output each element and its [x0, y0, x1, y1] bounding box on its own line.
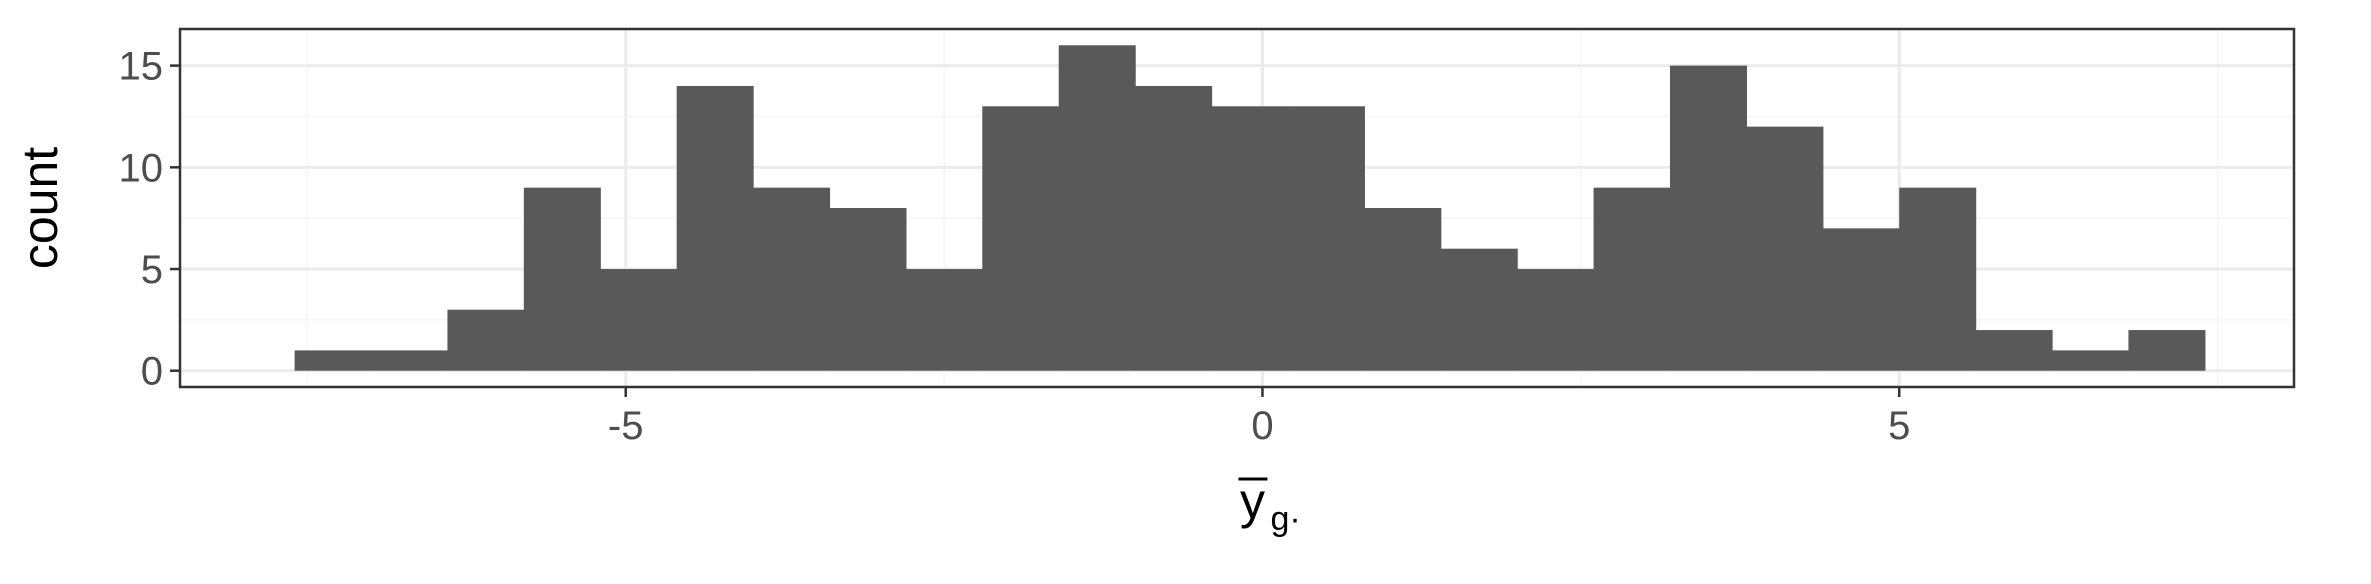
histogram-bar [1593, 187, 1671, 371]
panel-border [178, 27, 2296, 389]
axis-ticks [170, 64, 1901, 397]
x-axis-title: y g· [1238, 473, 1301, 538]
histogram-bar [829, 208, 907, 371]
histogram-bar [1287, 106, 1365, 371]
histogram-bar [1440, 248, 1518, 371]
x-tick-label: 0 [1251, 404, 1273, 448]
histogram-bar [1364, 208, 1442, 371]
histogram-bar [1822, 228, 1900, 371]
histogram-bar [1669, 65, 1747, 371]
histogram-bar [1899, 187, 1977, 371]
y-tick-label: 15 [119, 45, 164, 89]
histogram-bar [523, 187, 601, 371]
y-tick-label: 10 [119, 146, 164, 190]
histogram-bar [371, 350, 449, 371]
x-tick-label: 5 [1888, 404, 1910, 448]
histogram-bar [1211, 106, 1289, 371]
x-tick-label: -5 [608, 404, 644, 448]
histogram-bar [2128, 330, 2206, 371]
histogram-bar [753, 187, 831, 371]
y-tick-label: 0 [141, 350, 163, 394]
x-axis-title-subscript: g· [1270, 500, 1300, 538]
histogram-bar [982, 106, 1060, 371]
histogram-bars [294, 45, 2206, 371]
histogram-bar [600, 269, 678, 371]
x-axis-title-main: y [1240, 473, 1265, 529]
y-axis-title: count [12, 147, 68, 269]
histogram-bar [1135, 85, 1213, 371]
tick-labels: -5 0 5 0 5 10 15 [119, 45, 1911, 448]
histogram-bar [1975, 330, 2053, 371]
histogram-bar [905, 269, 983, 371]
histogram-bar [676, 85, 754, 371]
histogram-bar [1517, 269, 1595, 371]
histogram-bar [1746, 126, 1824, 371]
histogram-bar [447, 309, 525, 371]
histogram-bar [2052, 350, 2130, 371]
histogram-bar [1058, 45, 1136, 371]
y-tick-label: 5 [141, 248, 163, 292]
histogram-bar [294, 350, 372, 371]
